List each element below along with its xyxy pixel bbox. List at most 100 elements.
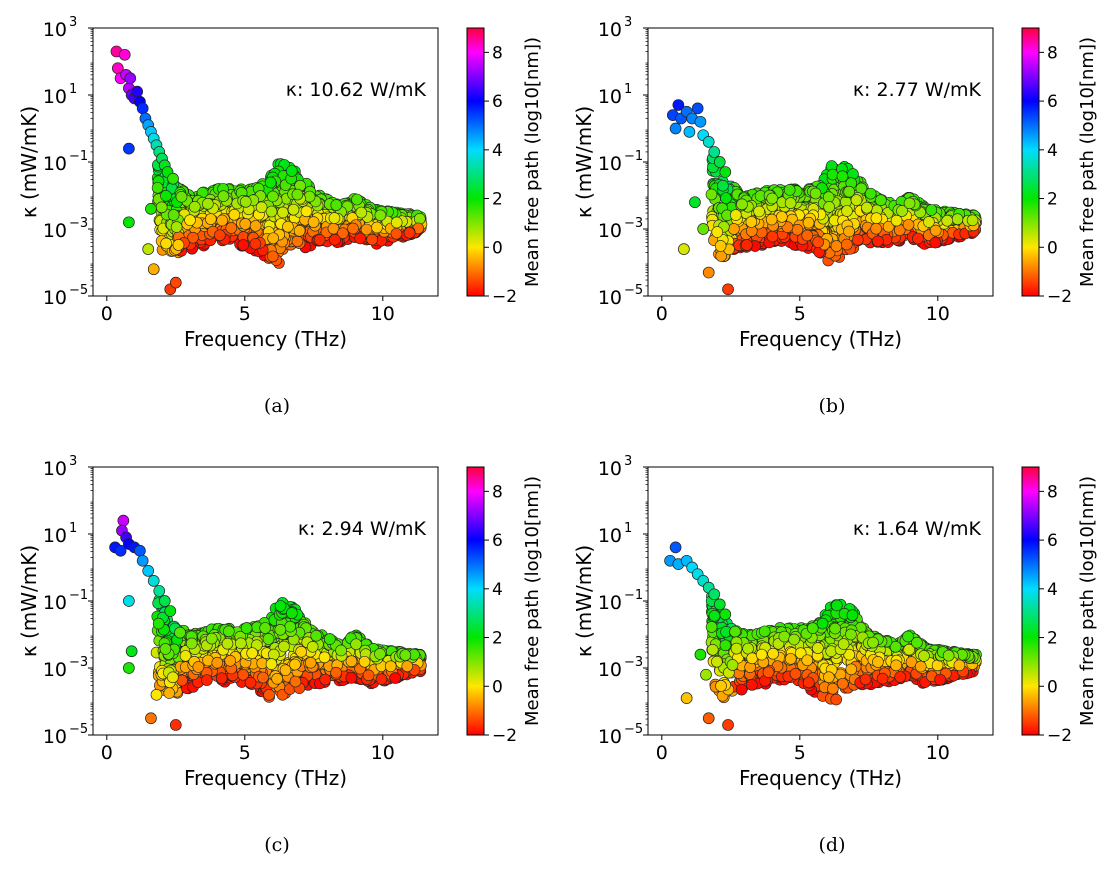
data-point (672, 99, 685, 111)
kappa-annotation: κ: 10.62 W/mK (286, 79, 427, 101)
data-point (142, 243, 155, 255)
colorbar-tick-label: 0 (492, 677, 503, 697)
y-axis-label: κ (mW/mK) (572, 106, 596, 218)
y-tick-label: 10 (43, 220, 67, 242)
data-point (117, 514, 130, 527)
colorbar-tick-label: −2 (492, 287, 517, 307)
data-point (722, 283, 734, 296)
y-tick-exponent: 3 (69, 454, 77, 469)
colorbar (1021, 27, 1040, 297)
scatter-points (666, 99, 983, 296)
colorbar-label: Mean free path (log10[nm]) (1077, 476, 1098, 726)
data-point (131, 85, 144, 98)
data-point (145, 712, 157, 725)
colorbar (466, 27, 485, 297)
kappa-annotation: κ: 1.64 W/mK (853, 518, 982, 540)
caption-b: (b) (818, 395, 846, 417)
data-point (678, 243, 690, 255)
data-point (680, 692, 693, 704)
y-tick-label: 10 (598, 287, 622, 309)
y-tick-label: 10 (598, 726, 622, 748)
colorbar (466, 466, 485, 736)
caption-c: (c) (264, 834, 290, 856)
y-tick-label: 10 (598, 592, 622, 614)
x-tick-label: 5 (239, 303, 251, 325)
data-point (123, 662, 135, 674)
bulk-point-cloud (151, 158, 428, 269)
y-tick-label: 10 (598, 659, 622, 681)
data-point (134, 544, 146, 557)
data-point (702, 712, 715, 725)
data-point (694, 115, 707, 128)
data-point (719, 166, 732, 178)
y-tick-label: 10 (43, 287, 67, 309)
y-tick-exponent: 1 (624, 521, 632, 536)
colorbar-tick-label: 8 (1047, 43, 1058, 63)
colorbar-tick-label: 2 (492, 190, 503, 210)
colorbar-tick-label: 6 (1047, 92, 1058, 112)
y-tick-label: 10 (598, 525, 622, 547)
y-tick-exponent: −3 (69, 655, 88, 670)
y-tick-exponent: −5 (69, 722, 88, 737)
colorbar-tick-label: 4 (1047, 141, 1058, 161)
data-point (702, 266, 715, 279)
data-point (142, 565, 155, 577)
y-tick-label: 10 (598, 86, 622, 108)
data-point (136, 554, 149, 567)
data-point (713, 598, 726, 611)
x-axis-label: Frequency (THz) (739, 327, 902, 351)
data-point (147, 263, 160, 276)
y-tick-exponent: −5 (69, 283, 88, 298)
y-tick-label: 10 (598, 458, 622, 480)
data-point (136, 102, 149, 115)
colorbar-tick-label: 6 (492, 92, 503, 112)
x-tick-label: 5 (239, 742, 251, 764)
y-tick-exponent: −5 (624, 722, 643, 737)
data-point (145, 203, 157, 215)
colorbar-tick-label: 4 (492, 141, 503, 161)
y-tick-label: 10 (598, 153, 622, 175)
data-point (702, 136, 715, 148)
colorbar-tick-label: −2 (1047, 726, 1072, 746)
data-point (169, 719, 182, 731)
x-tick-label: 0 (101, 742, 113, 764)
colorbar-tick-label: 8 (492, 482, 503, 502)
x-tick-label: 10 (371, 303, 395, 325)
panel-d: 0 5 10 10 −5 10 −3 10 −1 10 1 10 3 Frequency (THz) κ (… (555, 439, 1109, 878)
x-axis-label: Frequency (THz) (184, 327, 347, 351)
colorbar-tick-label: 2 (1047, 629, 1058, 649)
data-point (125, 645, 138, 658)
scatter-points (664, 541, 982, 731)
y-tick-label: 10 (43, 726, 67, 748)
data-point (722, 719, 734, 731)
x-tick-label: 0 (101, 303, 113, 325)
kappa-annotation: κ: 2.77 W/mK (853, 79, 982, 101)
panel-b: 0 5 10 10 −5 10 −3 10 −1 10 1 10 3 Frequency (THz) κ (… (555, 0, 1109, 439)
y-tick-exponent: 1 (624, 82, 632, 97)
data-point (683, 126, 696, 138)
x-axis-label: Frequency (THz) (184, 766, 347, 790)
y-tick-exponent: −3 (69, 216, 88, 231)
colorbar-tick-label: 4 (492, 580, 503, 600)
data-point (689, 196, 701, 209)
colorbar-tick-label: 4 (1047, 580, 1058, 600)
data-point (719, 608, 732, 621)
colorbar (1021, 466, 1040, 736)
data-point (713, 156, 726, 168)
y-tick-exponent: 1 (69, 82, 77, 97)
panel-c: 0 5 10 10 −5 10 −3 10 −1 10 1 10 3 Frequency (THz) κ (… (0, 439, 554, 878)
x-tick-label: 10 (926, 742, 950, 764)
colorbar-tick-label: 8 (492, 43, 503, 63)
data-point (114, 544, 127, 557)
data-point (118, 48, 131, 61)
y-tick-label: 10 (43, 153, 67, 175)
colorbar-tick-label: 6 (1047, 531, 1058, 551)
y-tick-exponent: −5 (624, 283, 643, 298)
y-tick-exponent: −1 (624, 149, 643, 164)
x-tick-label: 10 (926, 303, 950, 325)
y-tick-label: 10 (43, 19, 67, 41)
y-tick-exponent: −1 (69, 149, 88, 164)
y-axis-label: κ (mW/mK) (572, 545, 596, 657)
